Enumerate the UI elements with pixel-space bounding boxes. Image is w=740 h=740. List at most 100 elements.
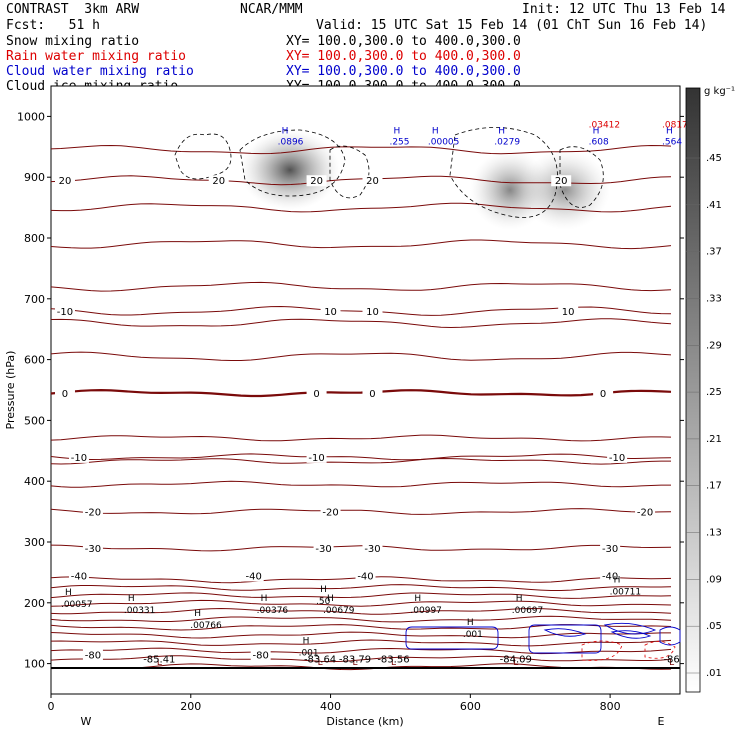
colorbar-tick-label: .41 — [706, 200, 722, 211]
colorbar-tick-label: .21 — [706, 434, 722, 445]
isotherm-label: -30 — [85, 544, 101, 555]
isotherm-label: -80 — [252, 650, 268, 661]
temp-min-value: -83.64 — [304, 654, 336, 665]
colorbar: .01 .05 .09 .13 .17 .21 .25 .29 .33 .37 .41 .45 g k… — [685, 86, 735, 693]
isotherm-label-bg — [54, 175, 75, 187]
isotherm-label-bg — [593, 388, 614, 400]
isotherm-line — [50, 351, 672, 361]
colorbar-tick-label: .33 — [706, 293, 722, 304]
rain-contours — [581, 640, 676, 661]
center-name: NCAR/MMM — [240, 2, 303, 17]
x-axis-label: Distance (km) — [326, 715, 403, 728]
colorbar-ramp — [685, 87, 701, 693]
isotherm-label: 20 — [310, 176, 323, 187]
snow-max-value: .00331 — [124, 606, 156, 616]
isotherm-label-bg — [320, 506, 341, 518]
colorbar-tick-label: .17 — [706, 481, 722, 492]
isotherm-label-bg — [600, 570, 621, 582]
isotherm-line — [50, 639, 672, 647]
contour-labels: -80 -80 -40 -40 -40 -40 -30 -30 -30 -30 -20 -20 -20 -… — [54, 121, 688, 668]
isotherm-label: -10 — [308, 453, 324, 464]
isotherm-label-bg — [82, 543, 103, 555]
isotherm-label-bg — [306, 451, 327, 463]
cloud-water-contour — [603, 622, 657, 635]
isotherm-line — [50, 318, 672, 329]
temp-min-marker: L — [157, 658, 162, 668]
colorbar-tick-label: .05 — [706, 621, 722, 632]
y-tick-label: 700 — [24, 293, 45, 306]
cloud-water-contour — [659, 626, 681, 646]
isotherm-label: -20 — [85, 508, 101, 519]
isotherm-label: 10 — [324, 307, 337, 318]
cloud-water-contour — [543, 628, 587, 637]
snow-max-marker: H — [414, 594, 421, 604]
snow-max-marker: H — [467, 618, 474, 628]
isotherm-label: -30 — [364, 544, 380, 555]
field-label-cloud-water: Cloud water mixing ratio — [6, 64, 194, 79]
snow-contour — [174, 133, 232, 180]
isotherm-label-bg — [362, 305, 383, 317]
y-tick-label: 900 — [24, 171, 45, 184]
isotherm-line — [50, 457, 671, 465]
isotherm-label-bg — [306, 388, 327, 400]
field-xy-cloud-water: XY= 100.0,300.0 to 400.0,300.0 — [286, 64, 521, 79]
isotherm-label: 20 — [366, 176, 379, 187]
snow-max-marker: H — [516, 594, 523, 604]
isotherm-line — [50, 434, 672, 442]
rain-contour — [581, 640, 623, 661]
cloud-water-max-marker: H — [393, 127, 400, 137]
forecast-hour: Fcst: 51 h — [6, 18, 100, 33]
cloud-water-max-value: .255 — [389, 138, 409, 148]
isotherm-line — [50, 584, 672, 591]
snow-max-marker: H — [65, 588, 72, 598]
isotherm-label: 0 — [62, 389, 68, 400]
isotherm-line — [50, 599, 672, 607]
temp-min-value: -83.56 — [377, 654, 409, 665]
cloud-water-contours — [405, 622, 681, 654]
isotherm-label: 0 — [600, 389, 606, 400]
isotherm-label-bg — [243, 570, 264, 582]
x-tick-label: 0 — [48, 700, 55, 713]
snow-max-value: .50 — [316, 597, 331, 607]
y-tick-label: 400 — [24, 475, 45, 488]
colorbar-tick-label: .13 — [706, 528, 722, 539]
isotherm-label-bg — [68, 570, 89, 582]
snow-max-value: .00376 — [257, 606, 289, 616]
colorbar-tick-label: .09 — [706, 574, 722, 585]
snow-max-marker: H — [261, 594, 268, 604]
cloud-water-contour — [528, 624, 602, 654]
isotherm-label-bg — [635, 506, 656, 518]
isotherm-label-bg — [250, 649, 271, 661]
cloud-water-max-value: .00005 — [428, 138, 460, 148]
y-tick-label: 500 — [24, 414, 45, 427]
snow-max-value: .00711 — [610, 588, 642, 598]
cloud-water-max-marker: H — [593, 127, 600, 137]
temp-min-marker: L — [391, 658, 396, 668]
x-tick-label: 200 — [180, 700, 201, 713]
colorbar-tick-label: .25 — [706, 387, 722, 398]
y-axis-label: Pressure (hPa) — [4, 351, 17, 430]
isotherm-label: 10 — [562, 307, 575, 318]
isotherm-label: -10 — [71, 453, 87, 464]
cloud-water-max-marker: H — [498, 127, 505, 137]
temp-min-value: -83.79 — [339, 654, 371, 665]
y-tick-label: 200 — [24, 597, 45, 610]
snow-max-value: .00997 — [410, 606, 442, 616]
snow-contours — [174, 127, 604, 218]
isotherm-label: -20 — [637, 508, 653, 519]
ice-blob — [240, 130, 340, 210]
ice-blob — [520, 150, 610, 230]
isotherm-label: -40 — [357, 571, 373, 582]
isotherm-label-bg — [208, 175, 229, 187]
snow-max-marker: H — [303, 636, 310, 646]
temp-min-marker: L — [353, 658, 358, 668]
field-label-rain: Rain water mixing ratio — [6, 49, 187, 64]
isotherm-line — [50, 607, 672, 615]
west-label: W — [81, 715, 92, 728]
isotherm-line — [50, 508, 672, 515]
field-xy-snow: XY= 100.0,300.0 to 400.0,300.0 — [286, 34, 521, 49]
x-tick-label: 600 — [460, 700, 481, 713]
temp-min-value: -86 — [663, 654, 679, 665]
cloud-water-max-value: .0896 — [278, 138, 304, 148]
isotherm-label-bg — [82, 506, 103, 518]
